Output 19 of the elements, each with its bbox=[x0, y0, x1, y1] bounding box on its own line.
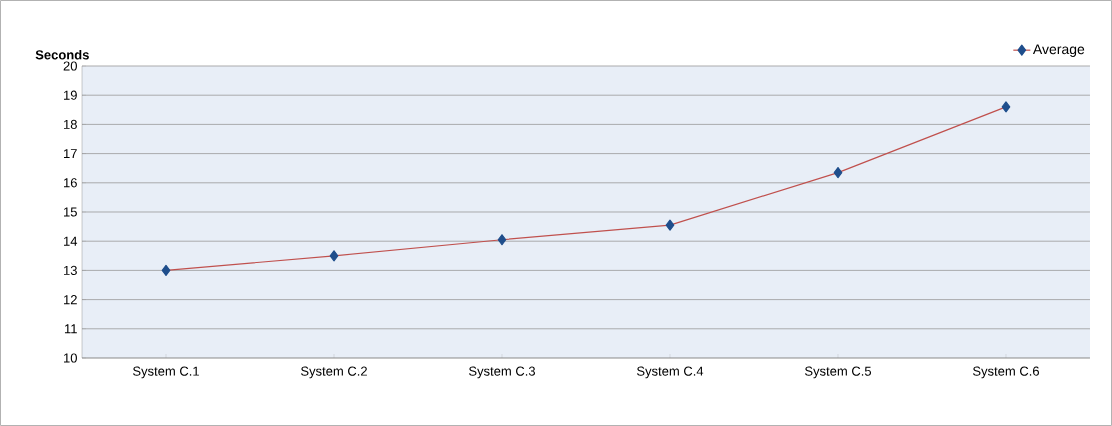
y-tick-label: 14 bbox=[64, 236, 78, 246]
x-tick-label: System C.5 bbox=[804, 366, 872, 379]
x-tick-label: System C.4 bbox=[637, 366, 704, 379]
x-tick-label: System C.3 bbox=[469, 366, 536, 379]
x-tick-label: System C.1 bbox=[133, 366, 199, 379]
y-tick-label: 20 bbox=[63, 61, 77, 71]
y-tick-label: 17 bbox=[64, 149, 77, 159]
x-tick-label: System C.2 bbox=[301, 366, 367, 379]
x-tick-label: System C.6 bbox=[972, 366, 1039, 379]
y-tick-label: 10 bbox=[64, 353, 77, 363]
legend-label: Average bbox=[1032, 44, 1085, 57]
y-tick-label: 12 bbox=[64, 295, 77, 305]
y-tick-label: 13 bbox=[64, 265, 77, 275]
y-tick-label: 19 bbox=[64, 90, 77, 100]
y-tick-label: 16 bbox=[64, 178, 77, 188]
y-tick-label: 15 bbox=[64, 207, 77, 217]
y-tick-label: 18 bbox=[64, 119, 77, 129]
y-axis-title: Seconds bbox=[35, 49, 89, 60]
y-tick-label: 11 bbox=[64, 324, 77, 334]
